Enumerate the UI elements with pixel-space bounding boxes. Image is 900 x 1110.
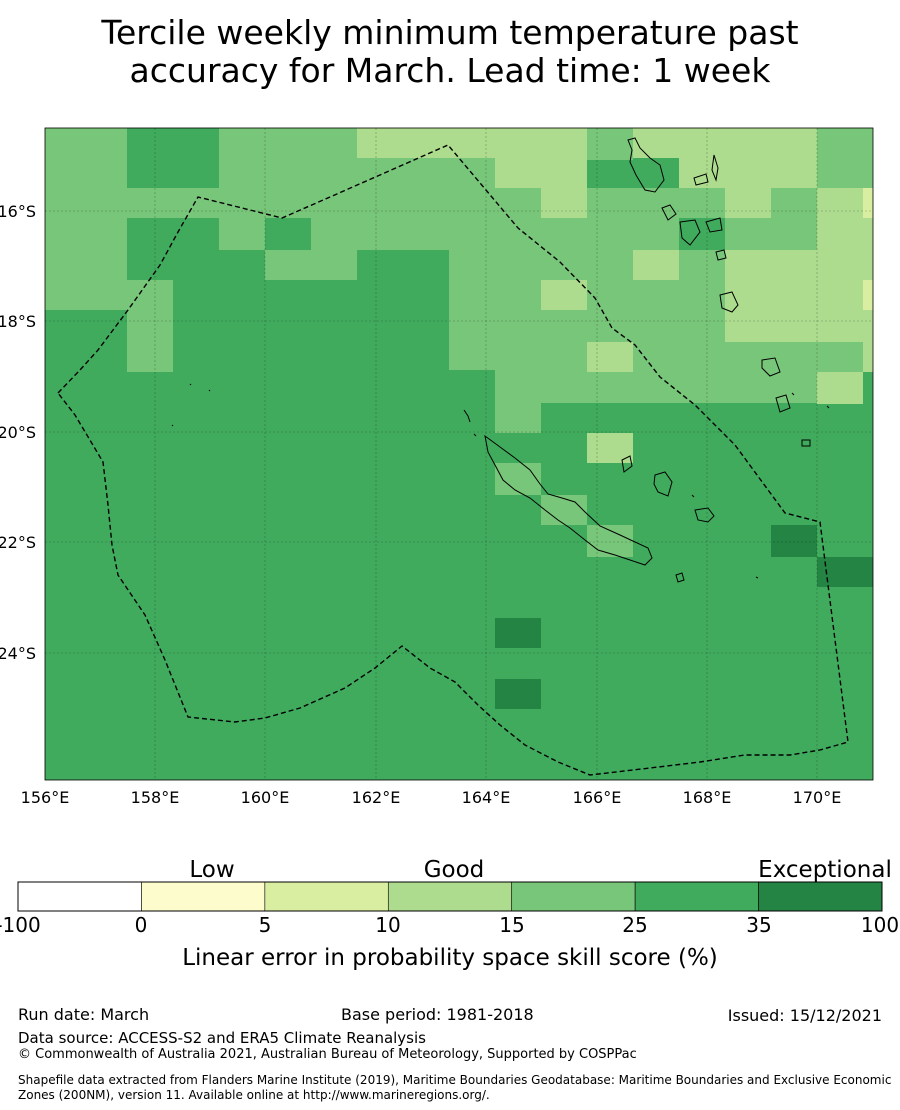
coastlines	[171, 137, 830, 583]
cb-tick-35: 35	[746, 913, 771, 937]
lat-tick-labels: 16°S 18°S 20°S 22°S 24°S	[0, 202, 36, 663]
map-gridlines	[45, 128, 873, 780]
colorbar-swatch-1	[141, 881, 266, 912]
lon-tick-156: 156°E	[21, 788, 70, 807]
lon-tick-166: 166°E	[573, 788, 622, 807]
lon-tick-170: 170°E	[793, 788, 842, 807]
colorbar-swatch-0	[17, 881, 142, 912]
cb-tick-minus100: -100	[0, 913, 41, 937]
colorbar-swatches	[17, 881, 883, 912]
colorbar-label: Linear error in probability space skill …	[182, 945, 718, 971]
colorbar-swatch-5	[634, 881, 759, 912]
cb-tick-0: 0	[135, 913, 148, 937]
colorbar-tick-labels: -100 0 5 10 15 25 35 100	[0, 913, 899, 937]
small-islets	[171, 383, 830, 579]
lon-tick-168: 168°E	[683, 788, 732, 807]
cb-tick-100: 100	[861, 913, 899, 937]
colorbar-swatch-4	[511, 881, 636, 912]
loyalty-islands-coast	[621, 455, 715, 523]
lon-tick-162: 162°E	[352, 788, 401, 807]
cb-tick-5: 5	[259, 913, 272, 937]
new-caledonia-coast	[484, 434, 653, 566]
colorbar-swatch-2	[264, 881, 389, 912]
category-low: Low	[189, 857, 234, 883]
issued-date: Issued: 15/12/2021	[727, 1006, 882, 1025]
vanuatu-islands-coast	[661, 154, 811, 583]
eez-boundary-line	[57, 144, 849, 776]
title-line-2: accuracy for March. Lead time: 1 week	[129, 51, 771, 90]
copyright: © Commonwealth of Australia 2021, Austra…	[18, 1047, 637, 1062]
run-date: Run date: March	[18, 1005, 150, 1024]
map-frame	[44, 127, 874, 781]
base-period: Base period: 1981-2018	[341, 1005, 534, 1024]
map-title: Tercile weekly minimum temperature past …	[0, 14, 900, 90]
lon-tick-labels: 156°E 158°E 160°E 162°E 164°E 166°E 168°…	[21, 788, 842, 807]
title-line-1: Tercile weekly minimum temperature past	[101, 13, 799, 52]
category-good: Good	[424, 857, 485, 883]
cb-tick-25: 25	[622, 913, 647, 937]
colorbar-swatch-6	[758, 881, 883, 912]
map-panel	[44, 127, 874, 781]
lon-tick-158: 158°E	[131, 788, 180, 807]
lat-tick-20s: 20°S	[0, 423, 36, 442]
skill-grid-cells	[45, 128, 873, 709]
lat-tick-22s: 22°S	[0, 533, 36, 552]
colorbar-swatch-3	[387, 881, 513, 912]
colorbar: Low Good Exceptional -100 0 5 10 15 25 3…	[0, 857, 899, 971]
category-exceptional: Exceptional	[758, 857, 892, 883]
lon-tick-160: 160°E	[241, 788, 290, 807]
cb-tick-10: 10	[375, 913, 400, 937]
cb-tick-15: 15	[499, 913, 524, 937]
colorbar-category-labels: Low Good Exceptional	[189, 857, 891, 883]
vanuatu-espiritu-santo-coast	[627, 137, 665, 193]
lat-tick-18s: 18°S	[0, 312, 36, 331]
data-source: Data source: ACCESS-S2 and ERA5 Climate …	[18, 1029, 426, 1047]
lon-tick-164: 164°E	[462, 788, 511, 807]
colorbar-frame	[17, 881, 883, 912]
lat-tick-16s: 16°S	[0, 202, 36, 221]
shapefile-credit: Shapefile data extracted from Flanders M…	[18, 1073, 892, 1102]
lat-tick-24s: 24°S	[0, 644, 36, 663]
